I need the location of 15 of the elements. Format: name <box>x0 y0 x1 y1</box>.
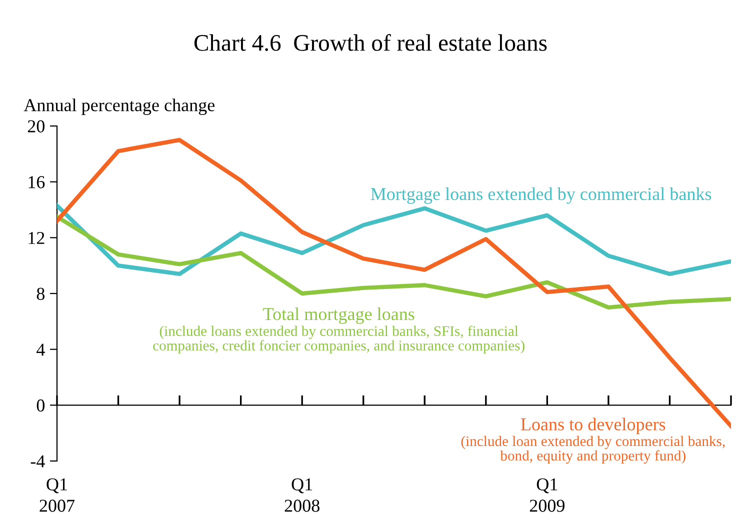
x-tick-label: Q1 2008 <box>284 478 320 512</box>
y-tick-label: 20 <box>28 120 45 132</box>
y-tick-label: 0 <box>36 399 45 412</box>
x-tick-label: Q1 2009 <box>530 478 564 512</box>
x-tick-label: Q1 2007 <box>40 478 75 512</box>
series-label: Total mortgage loans (include loans extended by commercial banks, SFIs, financial companies, credit foncier companies, and insurance companies) <box>153 307 524 354</box>
y-tick-label: 8 <box>36 288 45 300</box>
y-tick-label: 12 <box>28 232 44 244</box>
series-label: Loans to developers (include loan extended by commercial banks, bond, equity and property fund) <box>461 418 725 464</box>
y-tick-label: -4 <box>30 455 45 468</box>
series-label: Mortgage loans extended by commercial banks <box>370 187 712 204</box>
y-tick-label: 16 <box>28 176 45 188</box>
y-tick-label: 4 <box>36 344 45 356</box>
y-axis-title: Annual percentage change <box>24 98 215 115</box>
chart-title: Chart 4.6 Growth of real estate loans <box>194 34 547 52</box>
